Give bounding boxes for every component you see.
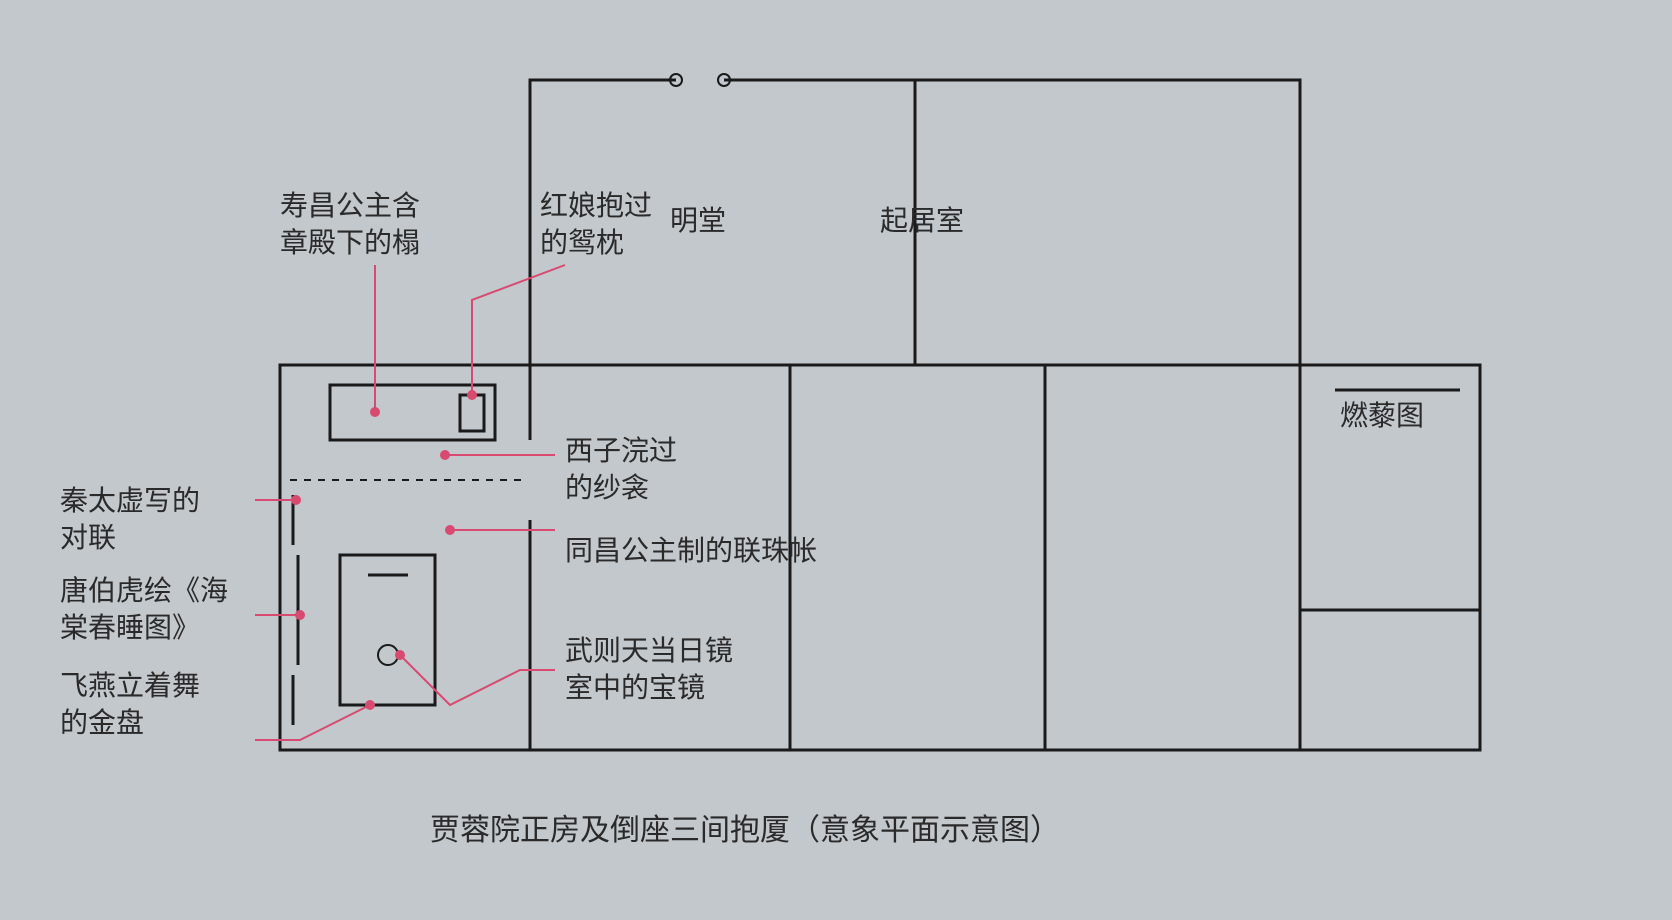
ann-shouchang-1: 寿昌公主含 <box>280 190 420 221</box>
ann-xizi-2: 的纱衾 <box>565 472 649 503</box>
ann-wuzetian-2: 室中的宝镜 <box>565 672 705 703</box>
ann-qintaixu-1: 秦太虚写的 <box>60 485 200 516</box>
ann-hongniang-2: 的鸳枕 <box>540 227 624 258</box>
ann-tangbohu-2: 棠春睡图》 <box>60 612 200 643</box>
ann-wuzetian-1: 武则天当日镜 <box>565 635 733 666</box>
caption: 贾蓉院正房及倒座三间抱厦（意象平面示意图） <box>430 814 1060 847</box>
ann-shouchang-2: 章殿下的榻 <box>280 227 420 258</box>
ann-feiyan-2: 的金盘 <box>60 707 144 738</box>
ann-tangbohu-1: 唐伯虎绘《海 <box>60 575 228 606</box>
label-ranlitu: 燃藜图 <box>1340 400 1424 431</box>
ann-hongniang-1: 红娘抱过 <box>540 190 652 221</box>
label-mingtang: 明堂 <box>670 205 726 236</box>
ann-feiyan-1: 飞燕立着舞 <box>60 670 200 701</box>
left-room-interior <box>290 385 525 725</box>
ann-tongchang: 同昌公主制的联珠帐 <box>565 535 817 566</box>
labels: 明堂 起居室 燃藜图 寿昌公主含 章殿下的榻 红娘抱过 的鸳枕 西子浣过 的纱衾… <box>60 190 1424 847</box>
ann-qintaixu-2: 对联 <box>60 522 116 553</box>
floorplan-diagram: 明堂 起居室 燃藜图 寿昌公主含 章殿下的榻 红娘抱过 的鸳枕 西子浣过 的纱衾… <box>0 0 1672 920</box>
leaders <box>255 265 565 740</box>
ann-xizi-1: 西子浣过 <box>565 435 677 466</box>
label-qijushi: 起居室 <box>880 205 964 236</box>
